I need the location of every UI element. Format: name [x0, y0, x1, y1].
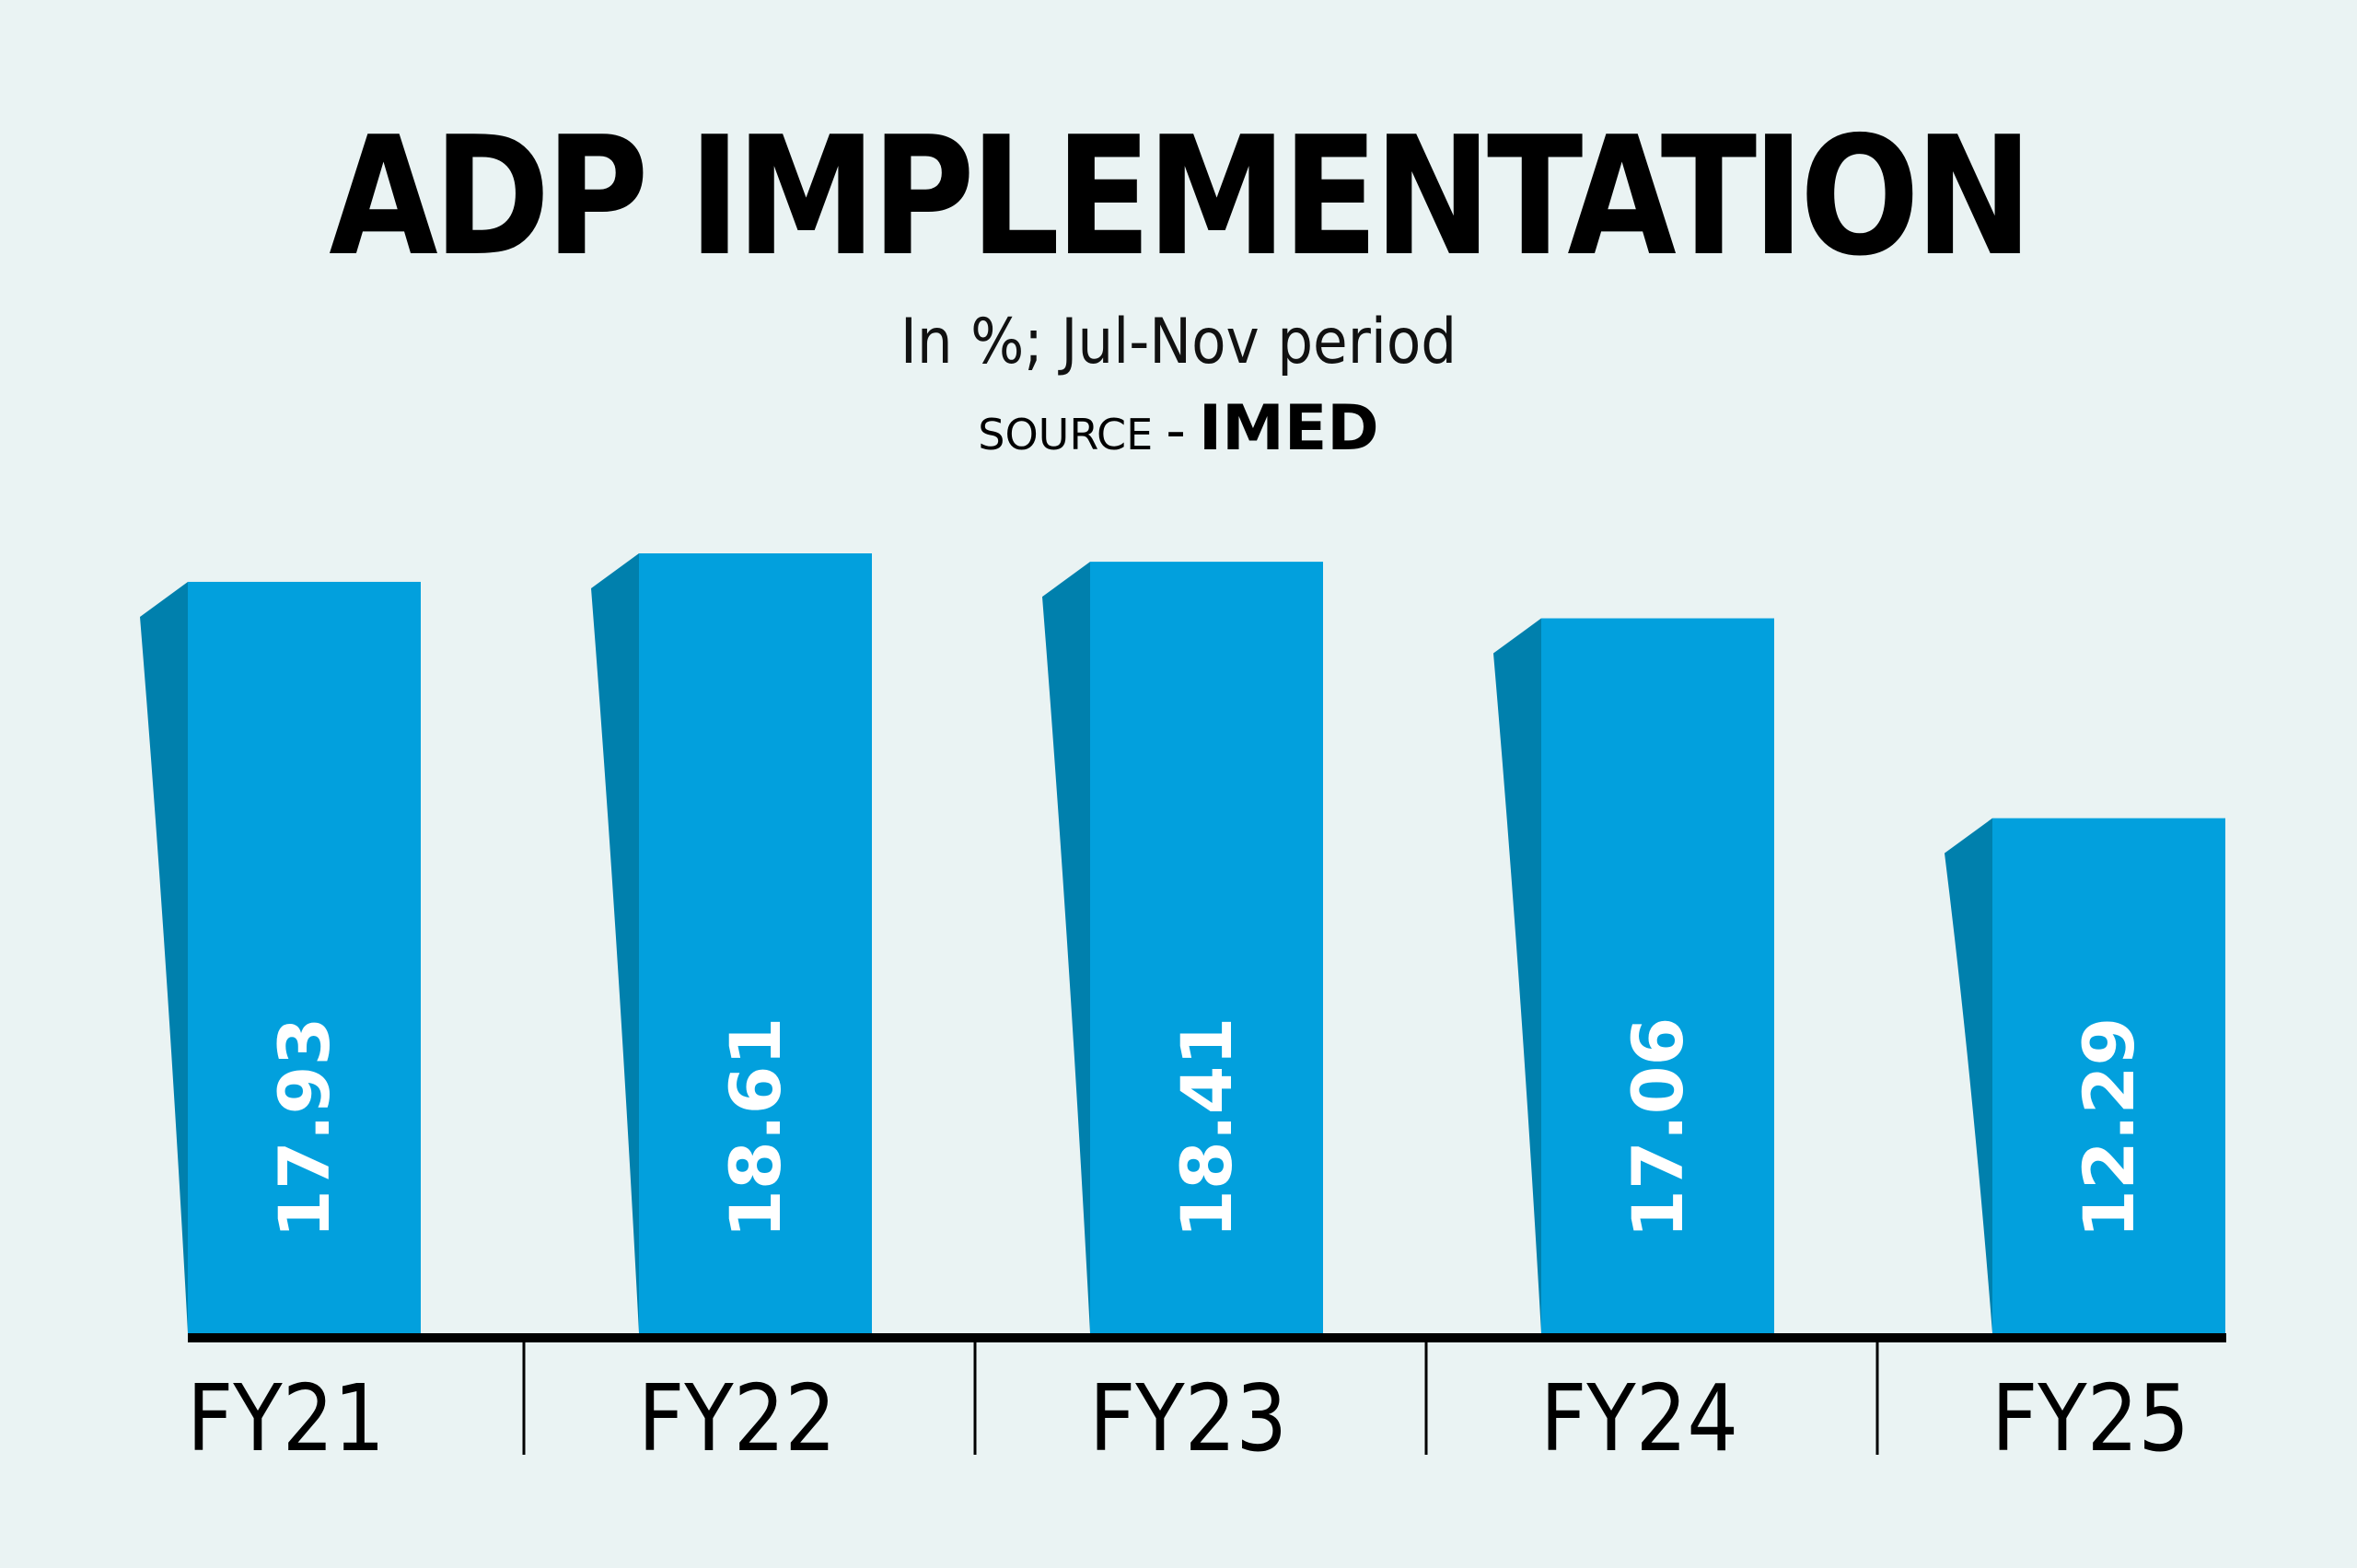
bar — [1992, 818, 2225, 1333]
bar-group: 18.41 — [1042, 562, 1323, 1333]
bar — [639, 553, 872, 1333]
x-tick-label: FY22 — [638, 1365, 836, 1472]
data-label: 17.06 — [1617, 1017, 1699, 1238]
chart-subtitle: In %; Jul-Nov period — [900, 306, 1457, 378]
bar-side — [1042, 562, 1090, 1333]
data-label: 17.93 — [263, 1017, 345, 1238]
source-label: SOURCE — [978, 410, 1154, 459]
source-name: IMED — [1198, 392, 1379, 465]
data-label: 12.29 — [2068, 1017, 2150, 1238]
chart-source: SOURCE - IMED — [0, 398, 2357, 460]
bar-group: 17.06 — [1493, 618, 1774, 1333]
bar-side — [1493, 618, 1541, 1333]
bar-group: 18.61 — [591, 553, 872, 1333]
x-tick-label: FY21 — [187, 1365, 385, 1472]
x-axis-line — [188, 1333, 2226, 1342]
bar-group: 12.29 — [1945, 818, 2225, 1333]
data-label: 18.41 — [1166, 1017, 1248, 1238]
bar — [188, 581, 421, 1333]
bar-side — [1945, 818, 1992, 1333]
bar — [1541, 618, 1774, 1333]
x-tick-label: FY24 — [1540, 1365, 1738, 1472]
bar-group: 17.93 — [140, 581, 421, 1333]
bar-side — [140, 581, 188, 1333]
bar-side — [591, 553, 639, 1333]
source-dash: - — [1166, 399, 1186, 463]
data-label: 18.61 — [714, 1017, 796, 1238]
bar — [1090, 562, 1323, 1333]
chart-title: ADP IMPLEMENTATION — [329, 101, 2033, 292]
x-tick-label: FY25 — [1991, 1365, 2189, 1472]
x-tick-label: FY23 — [1089, 1365, 1287, 1472]
